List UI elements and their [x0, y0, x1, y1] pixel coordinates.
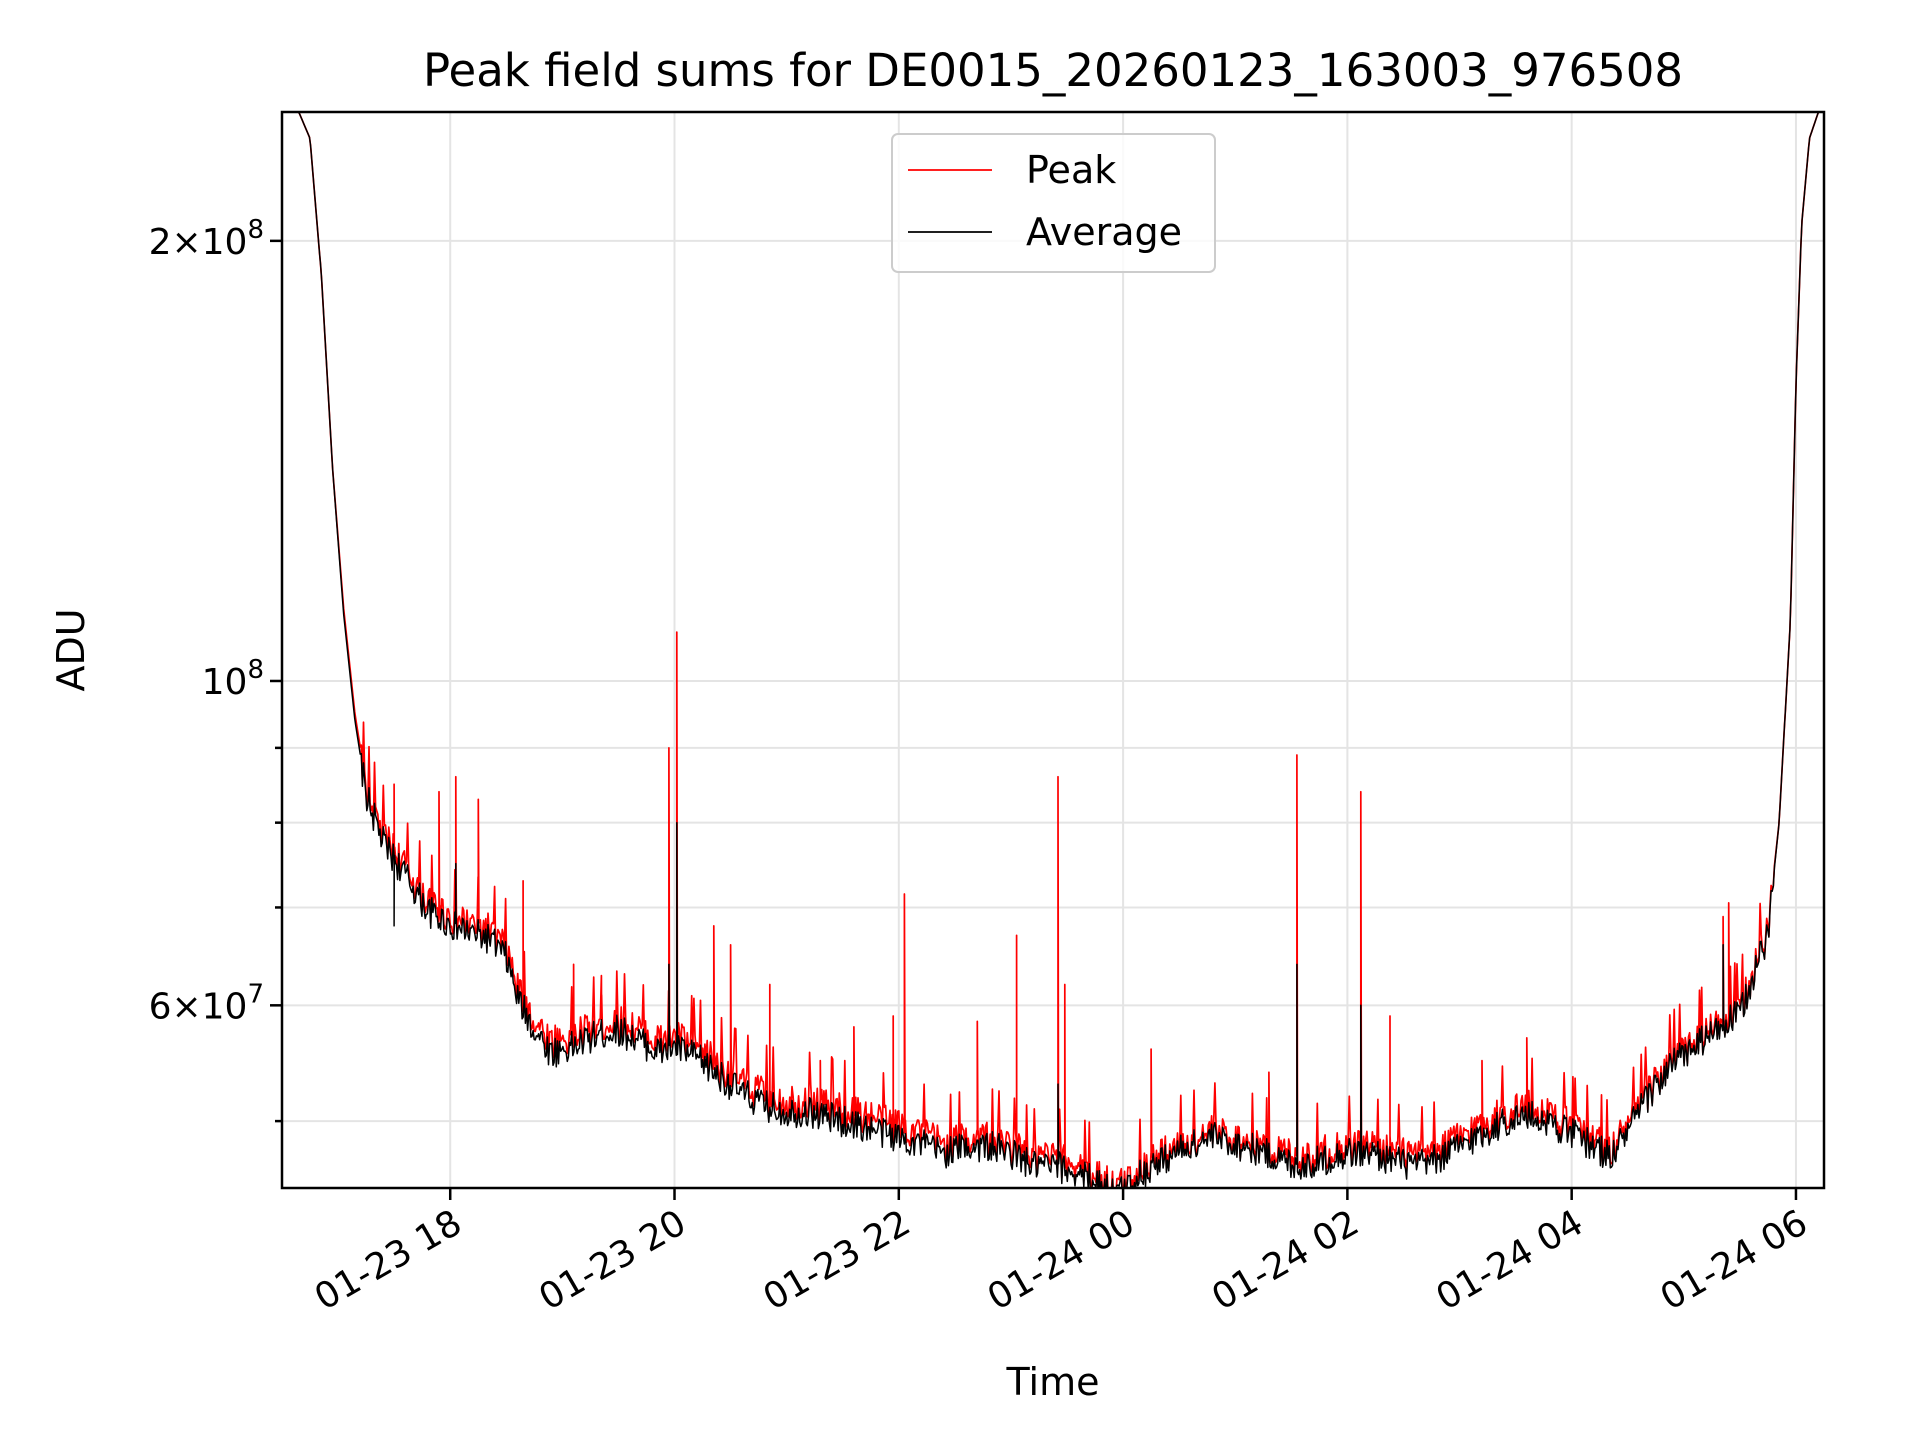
plot-frame [280, 110, 1826, 1190]
series-line-peak [282, 112, 1824, 1188]
chart-title: Peak field sums for DE0015_20260123_1630… [423, 44, 1683, 97]
x-axis-label: Time [1006, 1360, 1100, 1404]
series-layer [282, 112, 1824, 1188]
legend-average-label: Average [1026, 210, 1182, 254]
y-axis: 6×107 108 2×108 [149, 215, 282, 1123]
legend-peak-label: Peak [1026, 148, 1116, 192]
y-tick-label: 6×107 [149, 979, 264, 1027]
legend-box [891, 133, 1216, 273]
legend: Peak Average [891, 133, 1216, 273]
y-tick-label: 2×108 [149, 215, 264, 263]
series-line-average [282, 112, 1824, 1188]
y-axis-label: ADU [49, 608, 93, 691]
y-tick-label: 108 [202, 655, 264, 703]
